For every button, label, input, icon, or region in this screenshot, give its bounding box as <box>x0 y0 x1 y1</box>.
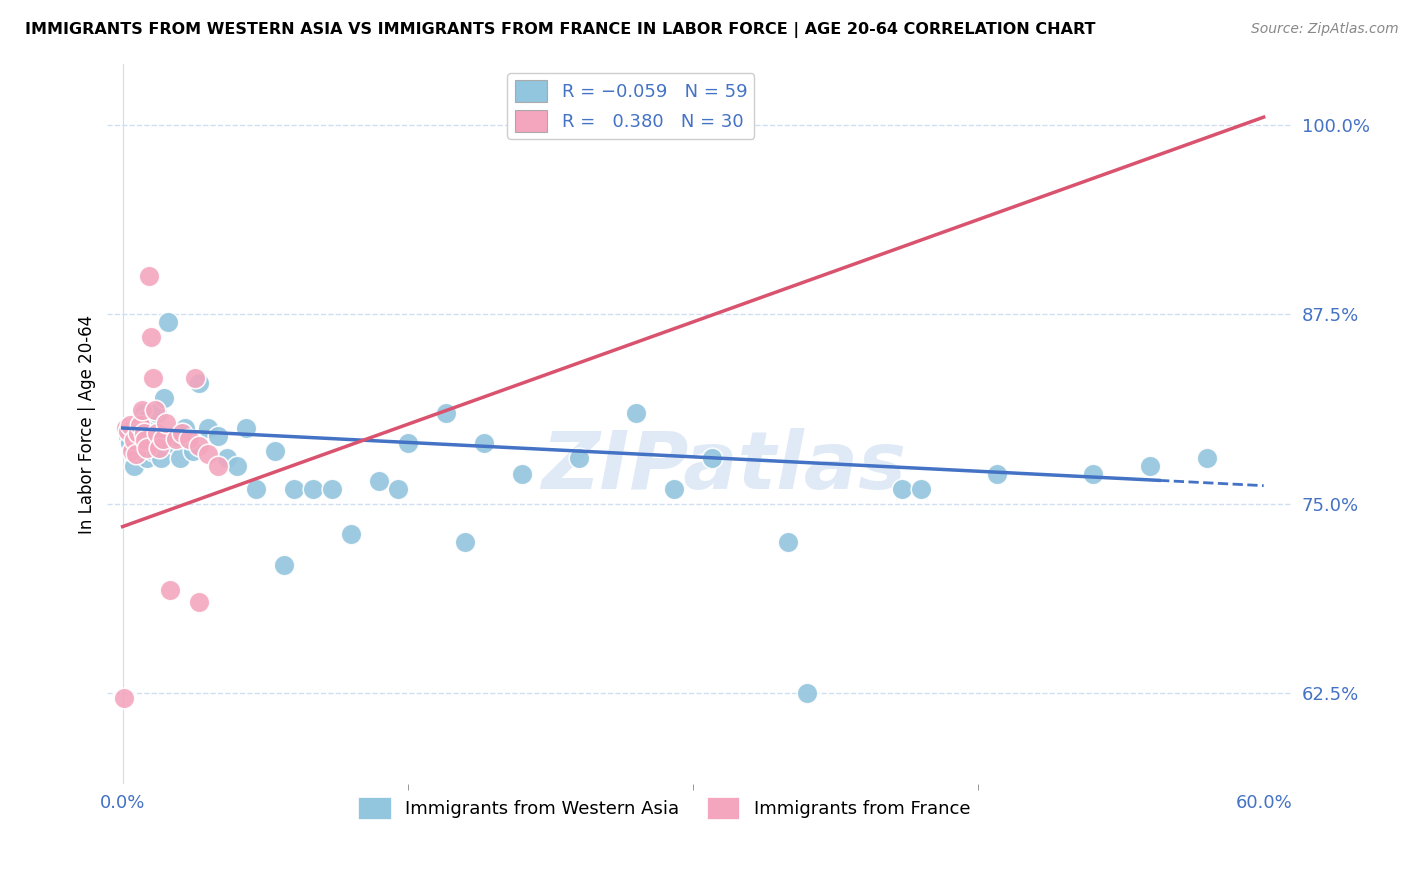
Text: ZIPatlas: ZIPatlas <box>541 428 905 507</box>
Point <box>184 371 207 385</box>
Text: IMMIGRANTS FROM WESTERN ASIA VS IMMIGRANTS FROM FRANCE IN LABOR FORCE | AGE 20-6: IMMIGRANTS FROM WESTERN ASIA VS IMMIGRAN… <box>25 22 1095 38</box>
Point <box>225 458 247 473</box>
Point <box>143 428 166 442</box>
Point <box>986 467 1008 481</box>
Point <box>568 451 591 466</box>
Point <box>434 406 457 420</box>
Point <box>387 482 409 496</box>
Point <box>796 686 818 700</box>
Point <box>207 458 229 473</box>
Point <box>179 432 201 446</box>
Point <box>134 433 156 447</box>
Point <box>662 482 685 496</box>
Point <box>122 433 145 447</box>
Point <box>1081 467 1104 481</box>
Point <box>160 436 183 450</box>
Point <box>125 428 148 442</box>
Point <box>120 417 142 432</box>
Point <box>217 451 239 466</box>
Point <box>114 690 136 705</box>
Point <box>138 269 160 284</box>
Point <box>120 436 142 450</box>
Point <box>146 425 169 440</box>
Point <box>139 421 162 435</box>
Y-axis label: In Labor Force | Age 20-64: In Labor Force | Age 20-64 <box>79 315 96 533</box>
Point <box>157 315 180 329</box>
Point <box>138 428 160 442</box>
Point <box>910 482 932 496</box>
Point <box>301 482 323 496</box>
Point <box>778 534 800 549</box>
Point <box>148 441 170 455</box>
Point <box>235 421 257 435</box>
Point <box>321 482 343 496</box>
Point <box>702 451 724 466</box>
Point <box>283 482 305 496</box>
Point <box>128 417 150 432</box>
Point <box>187 595 209 609</box>
Point <box>121 421 143 435</box>
Point <box>187 376 209 390</box>
Point <box>136 451 159 466</box>
Point <box>170 425 193 440</box>
Point <box>132 425 155 440</box>
Point <box>128 443 150 458</box>
Point <box>510 467 533 481</box>
Point <box>125 447 148 461</box>
Point <box>134 413 156 427</box>
Legend: Immigrants from Western Asia, Immigrants from France: Immigrants from Western Asia, Immigrants… <box>352 789 977 826</box>
Point <box>368 474 391 488</box>
Point <box>115 421 138 435</box>
Point <box>174 421 197 435</box>
Point <box>187 439 209 453</box>
Point <box>149 451 172 466</box>
Point <box>207 428 229 442</box>
Point <box>143 402 166 417</box>
Point <box>148 436 170 450</box>
Point <box>117 424 139 438</box>
Point <box>127 421 149 435</box>
Point <box>181 443 204 458</box>
Point <box>121 443 143 458</box>
Point <box>245 482 267 496</box>
Point <box>1139 458 1161 473</box>
Point <box>165 432 187 446</box>
Point <box>155 417 177 431</box>
Text: Source: ZipAtlas.com: Source: ZipAtlas.com <box>1251 22 1399 37</box>
Point <box>131 436 153 450</box>
Point <box>197 447 219 461</box>
Point <box>115 421 138 435</box>
Point <box>169 451 191 466</box>
Point <box>127 425 149 440</box>
Point <box>132 406 155 420</box>
Point <box>146 406 169 420</box>
Point <box>165 428 187 442</box>
Point <box>139 330 162 344</box>
Point <box>152 432 174 446</box>
Point <box>624 406 647 420</box>
Point <box>142 443 165 458</box>
Point <box>197 421 219 435</box>
Point <box>1195 451 1218 466</box>
Point <box>263 443 285 458</box>
Point <box>117 428 139 442</box>
Point <box>340 527 363 541</box>
Point <box>136 441 159 455</box>
Point <box>454 534 477 549</box>
Point <box>472 436 495 450</box>
Point <box>273 558 295 572</box>
Point <box>891 482 914 496</box>
Point <box>122 458 145 473</box>
Point <box>142 371 165 385</box>
Point <box>396 436 419 450</box>
Point <box>153 391 176 405</box>
Point <box>159 583 181 598</box>
Point <box>131 402 153 417</box>
